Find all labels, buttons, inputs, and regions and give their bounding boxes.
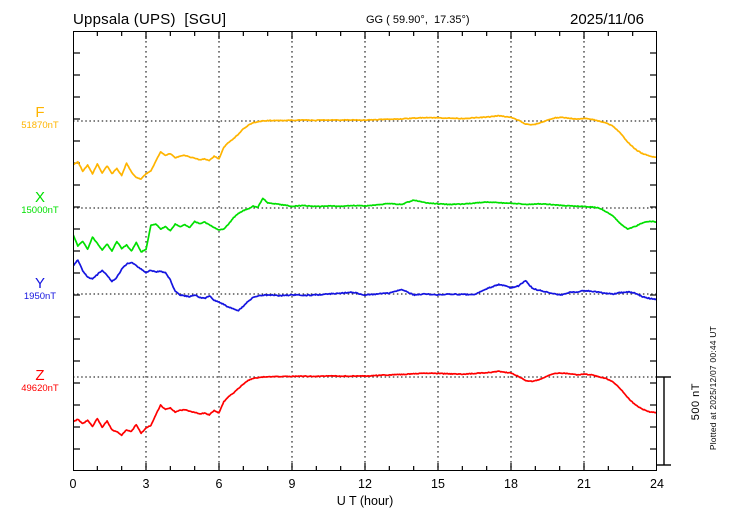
magnetogram-traces [73,31,657,471]
x-tick-label: 15 [431,477,445,491]
observation-date: 2025/11/06 [570,11,644,28]
x-axis-title: U T (hour) [336,494,394,508]
component-label-z: Z 49620nT [8,368,72,395]
plot-area [73,31,657,471]
component-label-y: Y 1950nT [8,276,72,303]
scale-bar-label: 500 nT [690,383,702,421]
plotted-at-timestamp: Plotted at 2025/12/07 00:44 UT [708,326,718,451]
plot-frame [73,31,657,471]
component-label-f: F 51870nT [8,105,72,132]
component-baseline-x: 15000nT [21,205,59,216]
component-letter-z: Z [35,367,45,384]
x-tick-label: 18 [504,477,518,491]
scale-bar [657,376,671,466]
component-label-x: X 15000nT [8,190,72,217]
x-tick-label: 0 [69,477,77,491]
component-letter-f: F [35,104,45,121]
station-title: Uppsala (UPS) [SGU] [73,11,227,28]
x-tick-label: 3 [142,477,150,491]
x-tick-label: 6 [215,477,223,491]
component-baseline-y: 1950nT [23,291,57,302]
x-tick-label: 9 [288,477,296,491]
x-tick-label: 21 [577,477,591,491]
component-letter-x: X [34,189,45,206]
geographic-coordinates: GG ( 59.90°, 17.35°) [366,14,470,26]
x-tick-label: 12 [358,477,372,491]
component-baseline-z: 49620nT [21,383,59,394]
component-letter-y: Y [34,275,45,292]
x-tick-label: 24 [650,477,664,491]
component-baseline-f: 51870nT [21,120,59,131]
